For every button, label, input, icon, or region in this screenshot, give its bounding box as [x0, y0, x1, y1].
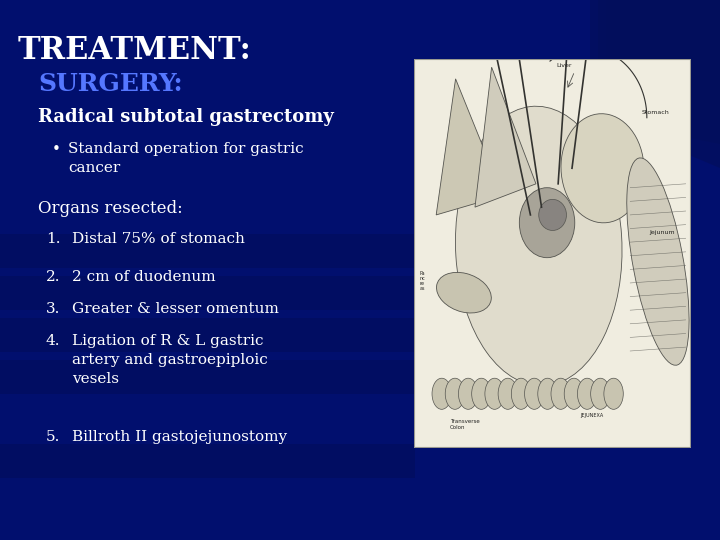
Text: Organs resected:: Organs resected: — [38, 200, 183, 217]
Ellipse shape — [511, 378, 531, 409]
Ellipse shape — [472, 378, 491, 409]
Text: Pa
nc
re
as: Pa nc re as — [420, 271, 426, 291]
Text: 2.: 2. — [46, 270, 60, 284]
Polygon shape — [590, 0, 720, 120]
Text: Standard operation for gastric
cancer: Standard operation for gastric cancer — [68, 142, 304, 176]
Polygon shape — [606, 0, 720, 168]
Ellipse shape — [551, 378, 570, 409]
Ellipse shape — [456, 106, 622, 386]
Bar — [0, 318, 415, 352]
Ellipse shape — [561, 114, 644, 223]
Ellipse shape — [436, 272, 491, 313]
Ellipse shape — [485, 378, 504, 409]
Polygon shape — [598, 0, 720, 144]
Ellipse shape — [577, 378, 597, 409]
Ellipse shape — [498, 378, 518, 409]
Text: 4.: 4. — [46, 334, 60, 348]
Polygon shape — [436, 79, 503, 215]
Text: Stomach: Stomach — [642, 110, 669, 115]
Ellipse shape — [627, 158, 689, 365]
Ellipse shape — [604, 378, 624, 409]
Ellipse shape — [525, 378, 544, 409]
Text: 5.: 5. — [46, 430, 60, 444]
Text: Transverse
Colon: Transverse Colon — [450, 418, 480, 430]
Text: 2 cm of duodenum: 2 cm of duodenum — [72, 270, 215, 284]
Bar — [0, 360, 415, 394]
Ellipse shape — [539, 199, 567, 231]
Ellipse shape — [459, 378, 478, 409]
Text: Distal 75% of stomach: Distal 75% of stomach — [72, 232, 245, 246]
Ellipse shape — [519, 188, 575, 258]
Ellipse shape — [564, 378, 584, 409]
Text: SURGERY:: SURGERY: — [38, 72, 183, 96]
Ellipse shape — [538, 378, 557, 409]
Ellipse shape — [590, 378, 610, 409]
Text: 1.: 1. — [46, 232, 60, 246]
Text: Ligation of R & L gastric
artery and gastroepiploic
vesels: Ligation of R & L gastric artery and gas… — [72, 334, 268, 386]
Bar — [0, 444, 415, 478]
Text: Billroth II gastojejunostomy: Billroth II gastojejunostomy — [72, 430, 287, 444]
Text: JEJUNEXA: JEJUNEXA — [580, 413, 603, 418]
Text: Liver: Liver — [556, 63, 572, 68]
Polygon shape — [475, 67, 536, 207]
Text: Jejunum: Jejunum — [649, 231, 675, 235]
Text: TREATMENT:: TREATMENT: — [18, 35, 252, 66]
Ellipse shape — [445, 378, 464, 409]
Ellipse shape — [432, 378, 451, 409]
Text: 3.: 3. — [46, 302, 60, 316]
Text: Radical subtotal gastrectomy: Radical subtotal gastrectomy — [38, 108, 334, 126]
Bar — [0, 276, 415, 310]
Text: Greater & lesser omentum: Greater & lesser omentum — [72, 302, 279, 316]
Text: •: • — [52, 142, 61, 157]
Bar — [0, 234, 415, 268]
